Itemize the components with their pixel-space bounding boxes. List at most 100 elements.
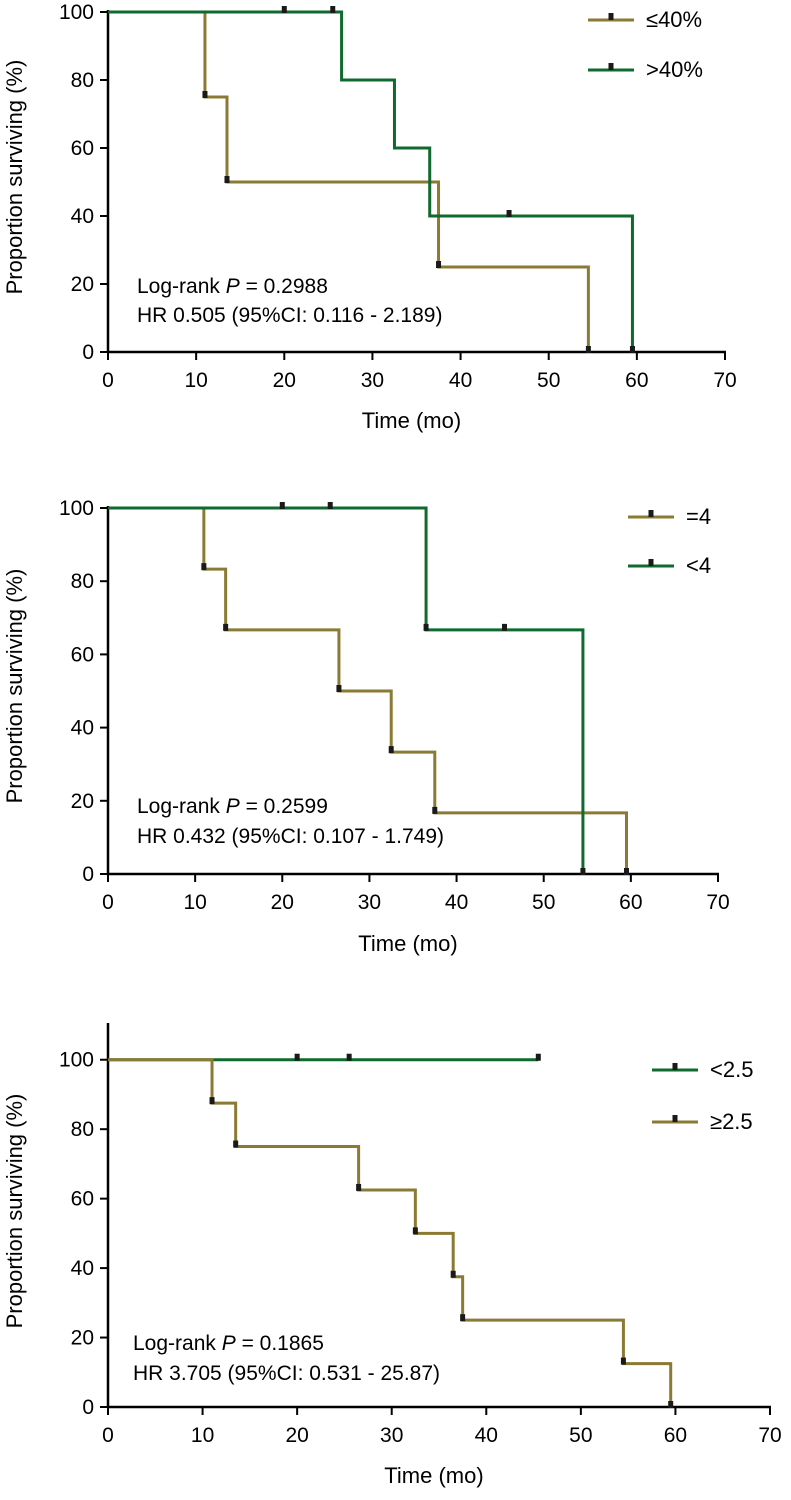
censor-mark	[580, 868, 586, 875]
x-tick-label: 70	[758, 1424, 781, 1447]
legend-label: ≥2.5	[710, 1109, 753, 1134]
x-tick-label: 50	[532, 891, 555, 914]
censor-mark	[233, 1140, 239, 1148]
y-tick-label: 80	[71, 570, 94, 593]
logrank-p-symbol: P	[226, 795, 240, 818]
x-tick-label: 30	[380, 1424, 403, 1447]
y-tick-label: 20	[71, 1327, 94, 1350]
legend-censor-mark	[608, 63, 614, 70]
censor-mark	[450, 1270, 456, 1278]
x-tick-label: 20	[285, 1424, 308, 1447]
y-tick-label: 0	[82, 341, 94, 364]
logrank-p-value: = 0.2599	[240, 795, 328, 818]
x-tick-label: 50	[569, 1424, 592, 1447]
censor-mark	[629, 346, 635, 353]
censor-mark	[201, 563, 207, 571]
y-axis-title: Proportion surviving (%)	[2, 569, 27, 804]
km-curve-series-2	[108, 10, 634, 352]
logrank-p-symbol: P	[226, 275, 240, 298]
censor-mark	[436, 261, 442, 268]
x-tick-label: 20	[273, 369, 296, 392]
km-curve-series-1	[108, 10, 590, 352]
x-tick-label: 60	[619, 891, 642, 914]
censor-mark	[294, 1053, 300, 1061]
legend-label: >40%	[646, 57, 703, 82]
logrank-p-symbol: P	[222, 1332, 236, 1355]
logrank-p-value: = 0.1865	[236, 1332, 324, 1355]
y-tick-label: 60	[71, 137, 94, 160]
legend-censor-mark	[608, 13, 614, 20]
censor-mark	[224, 176, 230, 183]
censor-mark	[327, 502, 333, 509]
y-tick-label: 100	[59, 1049, 94, 1072]
censor-mark	[624, 868, 629, 875]
legend-label: ≤40%	[646, 7, 702, 32]
logrank-prefix: Log-rank	[137, 795, 226, 818]
legend-label: <2.5	[710, 1057, 753, 1082]
y-tick-label: 60	[71, 1188, 94, 1211]
y-tick-label: 0	[82, 1396, 94, 1419]
x-tick-label: 50	[537, 369, 560, 392]
x-axis-title: Time (mo)	[362, 408, 461, 433]
censor-mark	[202, 91, 208, 98]
censor-mark	[620, 1357, 626, 1365]
censor-mark	[336, 685, 342, 692]
censor-mark	[223, 623, 229, 631]
x-tick-label: 20	[271, 891, 294, 914]
logrank-prefix: Log-rank	[133, 1332, 222, 1355]
y-tick-label: 100	[59, 497, 94, 520]
x-axis-title: Time (mo)	[358, 931, 457, 956]
y-tick-label: 20	[71, 790, 94, 813]
x-tick-label: 30	[361, 369, 384, 392]
x-tick-label: 40	[449, 369, 472, 392]
censor-mark	[412, 1227, 418, 1235]
censor-mark	[585, 346, 591, 353]
hazard-ratio-annotation: HR 0.432 (95%CI: 0.107 - 1.749)	[137, 825, 444, 848]
censor-mark	[356, 1183, 362, 1191]
logrank-annotation: Log-rank P = 0.2988	[137, 275, 328, 298]
censor-mark	[281, 6, 287, 13]
x-tick-label: 70	[706, 891, 729, 914]
censor-mark	[279, 502, 285, 509]
censor-mark	[388, 746, 394, 754]
x-tick-label: 10	[191, 1424, 214, 1447]
y-tick-label: 40	[71, 1257, 94, 1280]
logrank-annotation: Log-rank P = 0.2599	[137, 795, 328, 818]
y-tick-label: 20	[71, 273, 94, 296]
censor-mark	[330, 6, 336, 13]
km-panel-3: 0 10 20 30 40 50 60 70 0 20 40 60 80 100 Time (mo) Prop…	[2, 1023, 782, 1488]
logrank-annotation: Log-rank P = 0.1865	[133, 1332, 324, 1355]
legend-censor-mark	[648, 510, 654, 517]
x-tick-label: 40	[475, 1424, 498, 1447]
x-tick-label: 0	[102, 891, 114, 914]
x-tick-label: 60	[625, 369, 648, 392]
x-tick-label: 30	[358, 891, 381, 914]
x-tick-label: 10	[183, 891, 206, 914]
censor-mark	[506, 210, 512, 217]
km-panel-1: 0 10 20 30 40 50 60 70 0 20 40 60 80 100 Time (mo) Prop…	[2, 1, 737, 433]
hazard-ratio-annotation: HR 0.505 (95%CI: 0.116 - 2.189)	[137, 304, 442, 327]
legend-censor-mark	[672, 1063, 678, 1070]
censor-mark	[535, 1053, 541, 1061]
x-axis-title: Time (mo)	[384, 1463, 483, 1488]
x-tick-label: 40	[445, 891, 468, 914]
censor-mark	[460, 1314, 466, 1322]
censor-mark	[346, 1053, 352, 1061]
y-tick-label: 100	[59, 1, 94, 24]
legend-censor-mark	[648, 559, 654, 566]
censor-mark	[423, 623, 429, 631]
logrank-p-value: = 0.2988	[240, 275, 328, 298]
x-tick-label: 10	[184, 369, 207, 392]
logrank-prefix: Log-rank	[137, 275, 226, 298]
x-tick-label: 70	[713, 369, 736, 392]
y-tick-label: 40	[71, 717, 94, 740]
legend-censor-mark	[672, 1115, 678, 1122]
censor-mark	[209, 1097, 215, 1105]
km-panel-2: 0 10 20 30 40 50 60 70 0 20 40 60 80 100 Time (mo) Prop…	[2, 497, 730, 956]
y-tick-label: 80	[71, 69, 94, 92]
y-axis-title: Proportion surviving (%)	[2, 60, 27, 295]
censor-mark	[432, 806, 438, 814]
y-tick-label: 0	[82, 863, 94, 886]
censor-mark	[668, 1401, 674, 1408]
legend-label: =4	[686, 504, 711, 529]
